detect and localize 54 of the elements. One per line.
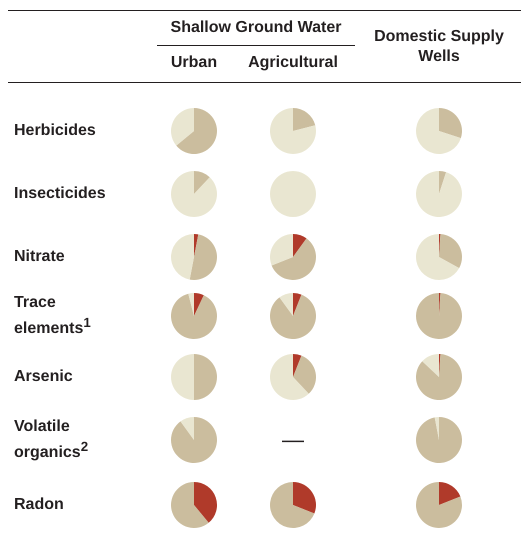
- pie-slice: [194, 293, 204, 316]
- pie-slice: [416, 108, 461, 154]
- text: Volatile organics$^{2}$: [14, 416, 90, 464]
- pie-slice: [279, 293, 293, 316]
- pie-slice: [270, 234, 293, 266]
- pie-slice: [293, 234, 307, 257]
- pie-slice: [439, 171, 446, 194]
- pie-slice: [194, 482, 217, 523]
- text: Agricultural: [247, 53, 339, 73]
- text: —: [281, 427, 305, 452]
- pie-slice: [293, 482, 316, 514]
- pie-slice: [194, 171, 210, 194]
- pie-slice: [190, 234, 217, 280]
- pie-slice: [171, 294, 217, 339]
- pie-slice: [171, 108, 194, 146]
- text: Insecticides: [14, 184, 107, 204]
- pie-slice: [439, 108, 462, 138]
- pie-slice: [272, 238, 316, 280]
- pie-slice: [293, 354, 302, 377]
- pie-slice: [416, 417, 462, 463]
- pie-slice: [171, 417, 217, 463]
- text: Domestic Supply Wells: [374, 27, 504, 67]
- text: Herbicides: [14, 121, 97, 141]
- pie-slice: [439, 482, 460, 505]
- pie-slice: [180, 417, 194, 440]
- text: Nitrate: [14, 247, 66, 267]
- pie-slice: [416, 171, 462, 217]
- pie-slice: [171, 171, 217, 217]
- text: Arsenic: [14, 367, 74, 387]
- pie-slice: [434, 417, 439, 440]
- pie-slice: [416, 234, 460, 280]
- pie-slice: [293, 108, 316, 131]
- pie-slice: [416, 354, 462, 400]
- pie-slice: [171, 482, 209, 528]
- pie-slice: [270, 354, 309, 400]
- pie-slice: [439, 234, 462, 268]
- text: Trace elements$^{1}$: [14, 292, 92, 340]
- pie-slice: [171, 234, 194, 280]
- pie-slice: [416, 293, 462, 339]
- pie-slice: [293, 356, 316, 394]
- text: Radon: [14, 495, 65, 515]
- pie-slice: [293, 293, 302, 316]
- pie-slice: [171, 354, 194, 400]
- text: Shallow Ground Water: [170, 18, 342, 38]
- pie-slice: [270, 108, 316, 154]
- pie-slice: [270, 294, 316, 339]
- pie-slice: [422, 354, 439, 377]
- pie-slice: [194, 234, 198, 257]
- pie-slice: [188, 293, 194, 316]
- text: Urban: [170, 53, 218, 73]
- pie-slice: [194, 354, 217, 400]
- pie-slice: [416, 482, 462, 528]
- pie-slice: [176, 108, 217, 154]
- pie-slice: [270, 482, 314, 528]
